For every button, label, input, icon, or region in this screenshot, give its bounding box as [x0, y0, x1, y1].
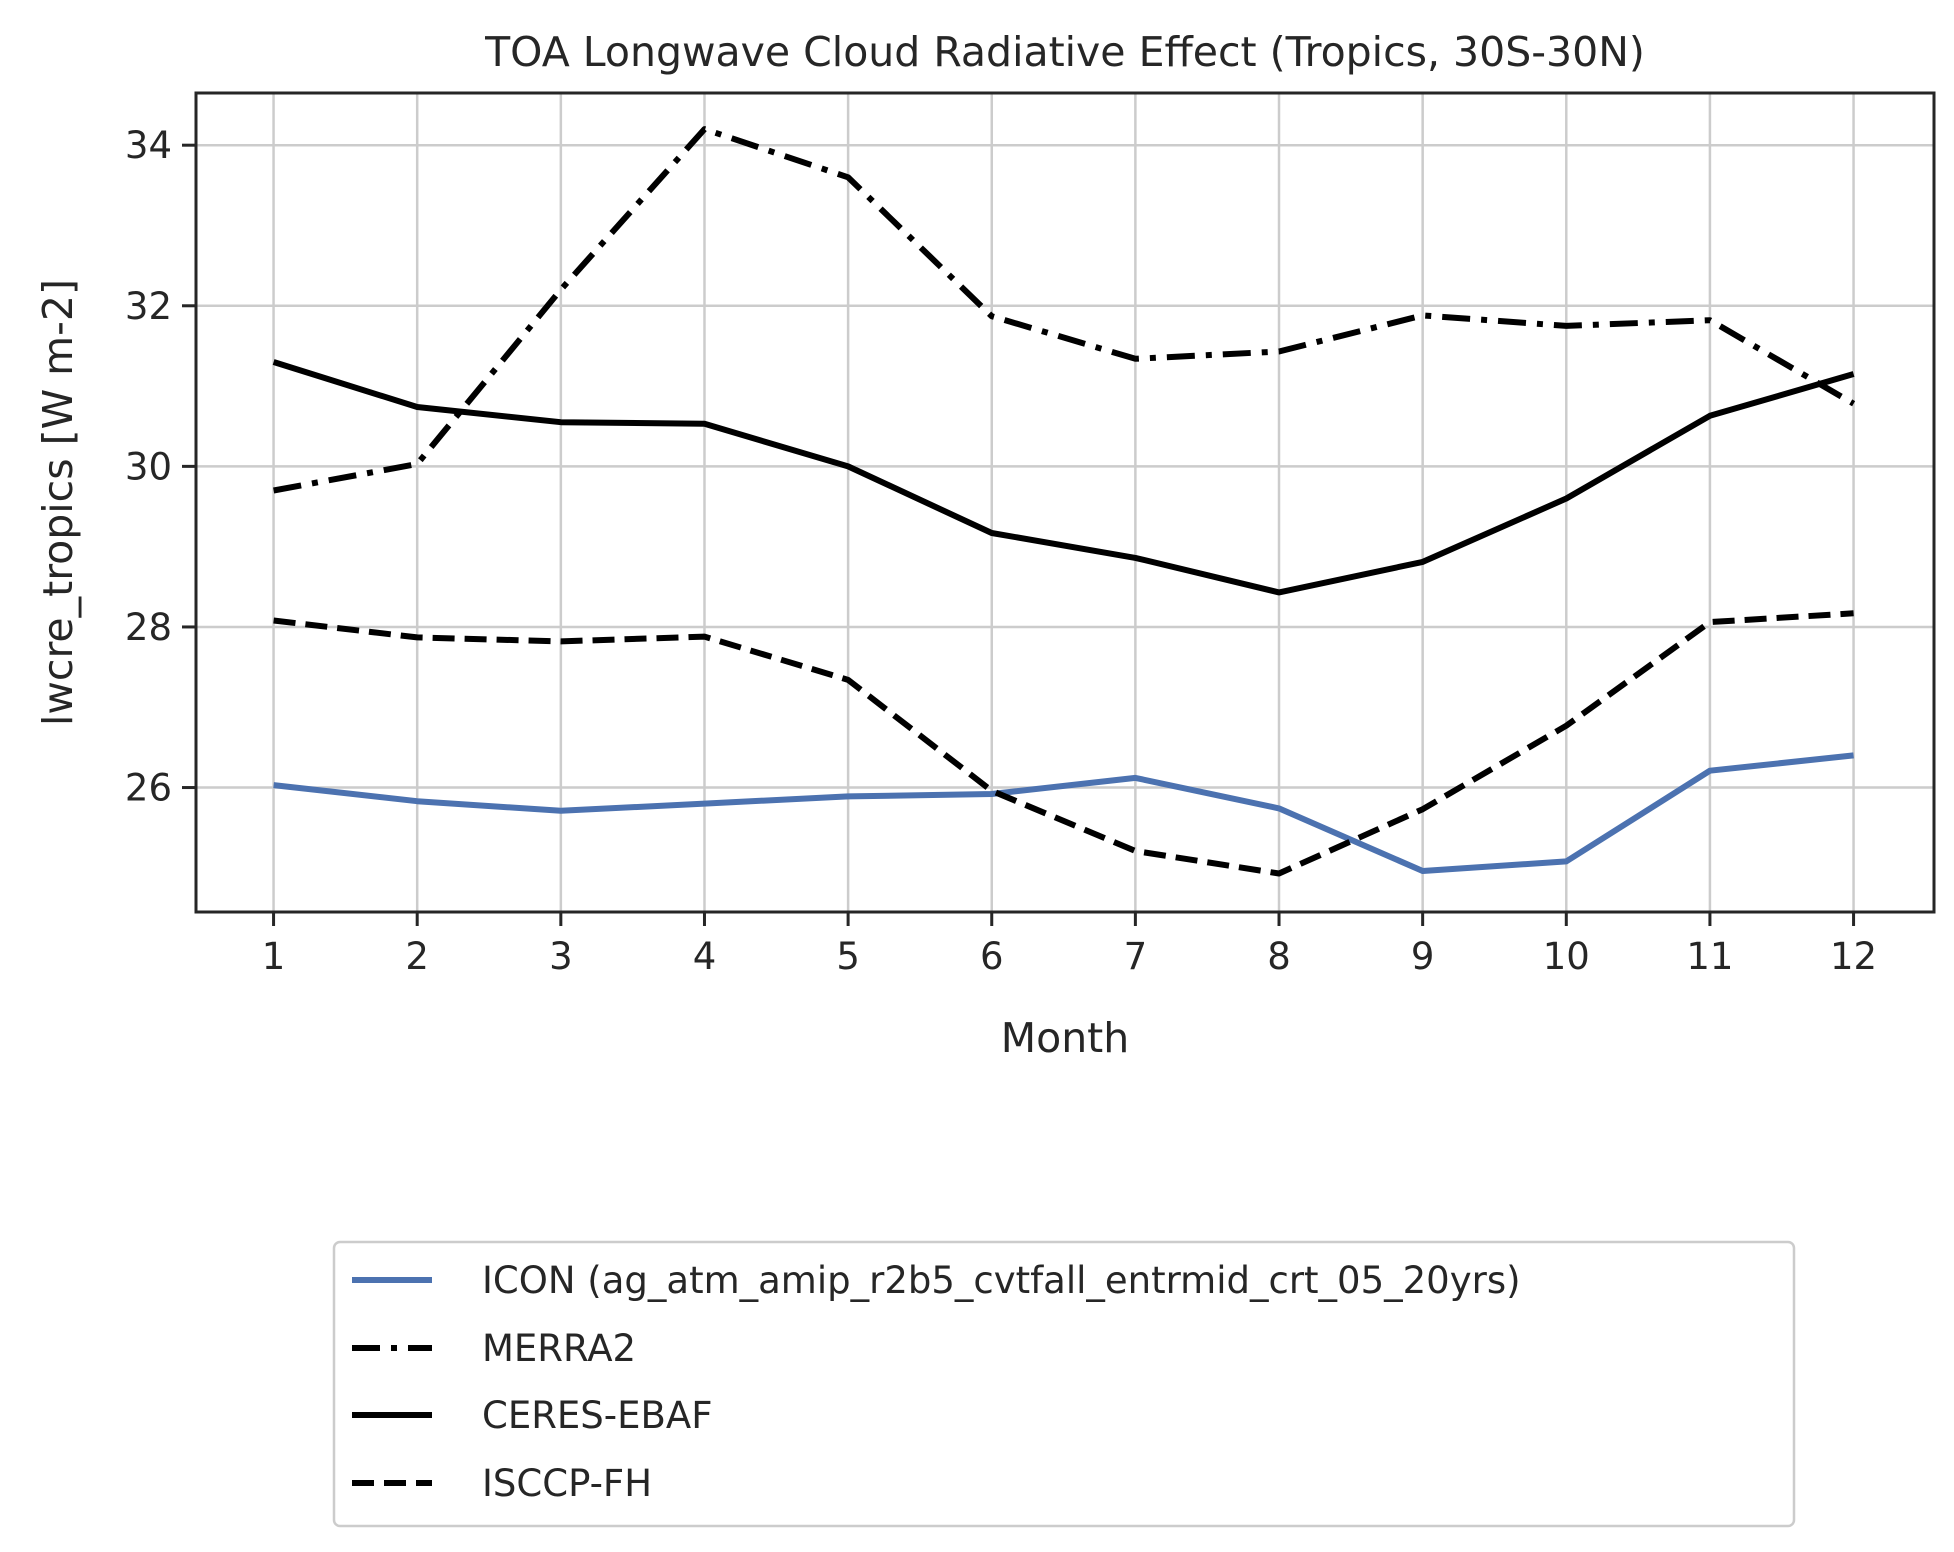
y-tick-label: 26: [125, 767, 172, 810]
data-point: [1279, 351, 1280, 352]
data-point: [1853, 755, 1854, 756]
y-tick-label: 34: [125, 124, 172, 167]
data-point: [1279, 592, 1280, 593]
data-point: [1709, 320, 1710, 321]
data-point: [704, 129, 705, 130]
data-point: [848, 177, 849, 178]
data-point: [704, 636, 705, 637]
data-point: [1566, 861, 1567, 862]
data-point: [1422, 315, 1423, 316]
data-point: [1135, 777, 1136, 778]
x-axis-title: Month: [1001, 1014, 1130, 1062]
x-tick-label: 2: [405, 935, 429, 978]
data-point: [417, 463, 418, 464]
data-point: [1853, 374, 1854, 375]
legend-label-0: ICON (ag_atm_amip_r2b5_cvtfall_entrmid_c…: [482, 1259, 1521, 1302]
data-point: [704, 423, 705, 424]
data-point: [417, 801, 418, 802]
data-point: [1422, 871, 1423, 872]
data-point: [560, 422, 561, 423]
legend-label-2: CERES-EBAF: [482, 1394, 713, 1437]
data-point: [1709, 622, 1710, 623]
y-tick-label: 30: [125, 445, 172, 488]
series-line-3: [273, 610, 1854, 877]
data-point: [1566, 725, 1567, 726]
y-tick-label: 28: [125, 606, 172, 649]
data-point: [848, 679, 849, 680]
legend-label-3: ISCCP-FH: [482, 1462, 652, 1505]
x-tick-label: 8: [1267, 935, 1291, 978]
x-tick-label: 10: [1543, 935, 1590, 978]
data-point: [417, 406, 418, 407]
data-point: [848, 466, 849, 467]
grid: [196, 93, 1934, 912]
data-point: [273, 361, 274, 362]
x-tick-label: 12: [1830, 935, 1877, 978]
data-point: [1853, 613, 1854, 614]
data-point: [704, 803, 705, 804]
data-point: [1135, 358, 1136, 359]
chart-title: TOA Longwave Cloud Radiative Effect (Tro…: [484, 28, 1645, 76]
data-point: [417, 637, 418, 638]
data-point: [1566, 498, 1567, 499]
series-line-0: [273, 752, 1854, 874]
data-point: [273, 490, 274, 491]
data-point: [273, 620, 274, 621]
x-tick-label: 6: [980, 935, 1004, 978]
x-tick-label: 3: [549, 935, 573, 978]
series-lines: [272, 126, 1856, 877]
x-tick-label: 7: [1124, 935, 1148, 978]
data-point: [991, 533, 992, 534]
data-point: [991, 316, 992, 317]
x-tick-label: 1: [262, 935, 286, 978]
legend-label-1: MERRA2: [482, 1327, 636, 1370]
data-point: [560, 289, 561, 290]
x-tick-label: 4: [693, 935, 717, 978]
data-point: [1422, 561, 1423, 562]
data-point: [991, 790, 992, 791]
data-point: [1135, 557, 1136, 558]
legend-box: [332, 1240, 1796, 1528]
data-point: [1279, 873, 1280, 874]
data-point: [1709, 770, 1710, 771]
data-point: [1135, 850, 1136, 851]
data-point: [991, 793, 992, 794]
data-point: [1853, 403, 1854, 404]
data-point: [560, 810, 561, 811]
y-tick-label: 32: [125, 285, 172, 328]
data-point: [1279, 808, 1280, 809]
data-point: [560, 641, 561, 642]
series-line-1: [273, 126, 1856, 494]
data-point: [1566, 325, 1567, 326]
data-point: [848, 796, 849, 797]
series-line-2: [272, 359, 1855, 596]
data-point: [1422, 809, 1423, 810]
legend: ICON (ag_atm_amip_r2b5_cvtfall_entrmid_c…: [332, 1240, 1796, 1528]
x-tick-label: 11: [1686, 935, 1733, 978]
data-point: [1709, 415, 1710, 416]
x-tick-label: 5: [836, 935, 860, 978]
plot-frame: [194, 91, 1936, 914]
y-axis-title: lwcre_tropics [W m-2]: [34, 279, 82, 726]
x-tick-label: 9: [1411, 935, 1435, 978]
data-point: [273, 785, 274, 786]
